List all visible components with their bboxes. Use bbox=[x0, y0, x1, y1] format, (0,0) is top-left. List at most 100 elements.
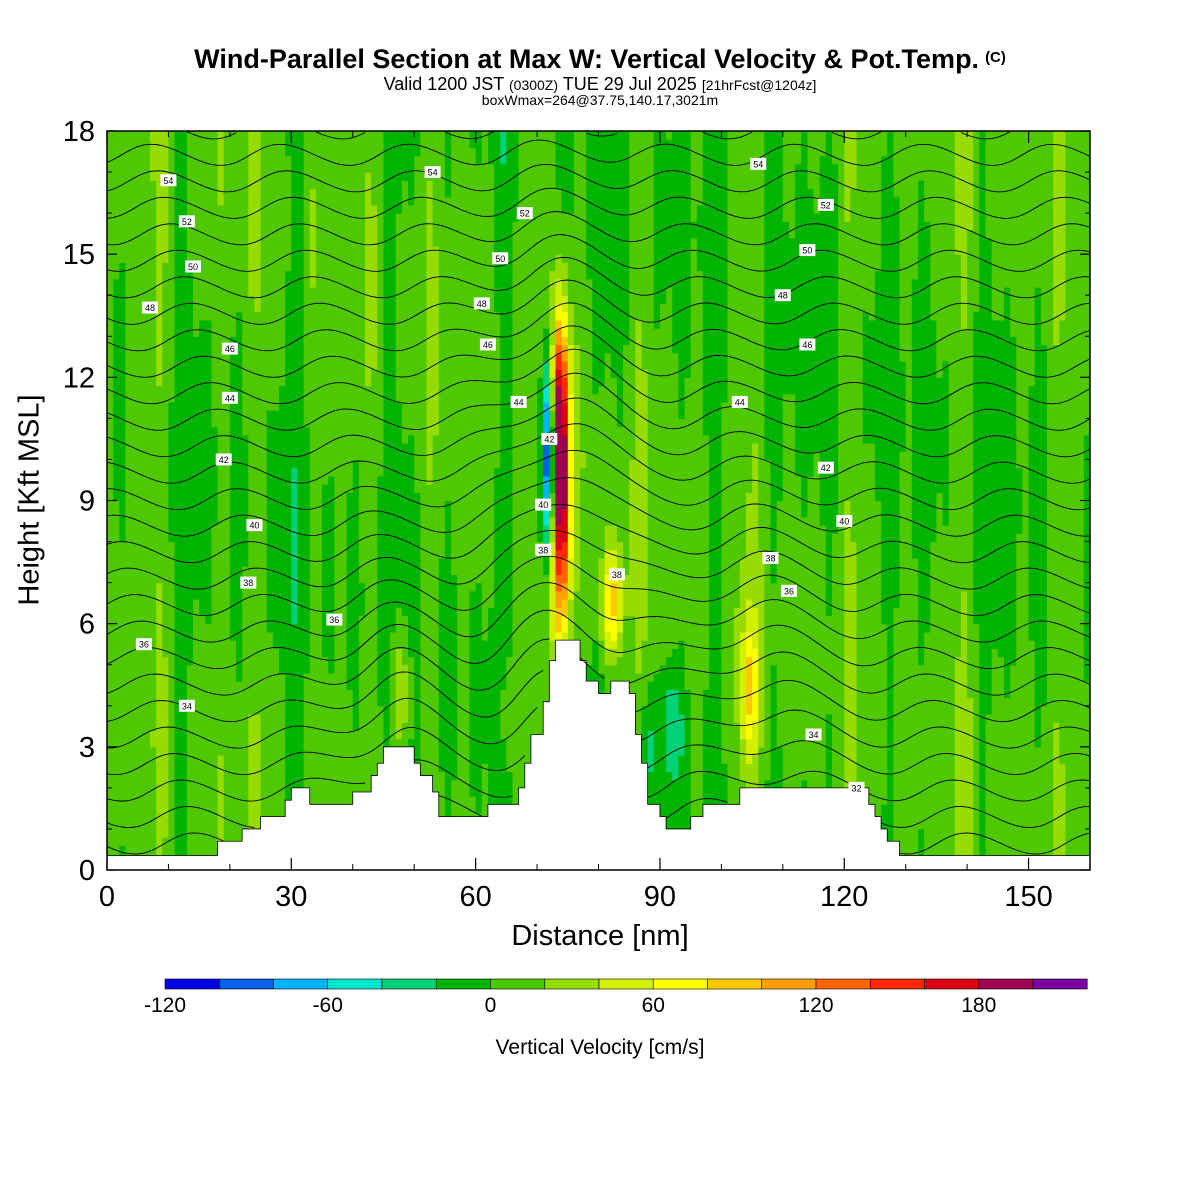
velocity-cell bbox=[616, 131, 624, 428]
velocity-cell bbox=[279, 131, 286, 387]
velocity-cell bbox=[610, 648, 618, 666]
velocity-cell bbox=[229, 640, 237, 870]
isentrope-label: 40 bbox=[836, 515, 853, 528]
isentrope-label-bg bbox=[805, 728, 822, 741]
isentrope-label-bg bbox=[185, 260, 202, 273]
velocity-cell bbox=[666, 771, 673, 870]
colorbar-swatch bbox=[978, 978, 1034, 990]
velocity-cell bbox=[813, 213, 821, 452]
isentrope-label: 50 bbox=[799, 244, 816, 257]
colorbar-swatch bbox=[218, 978, 274, 990]
isentrope-line bbox=[107, 759, 1090, 802]
isentrope-line bbox=[107, 211, 1090, 246]
isentrope-label-text: 42 bbox=[544, 434, 554, 444]
velocity-cell bbox=[555, 131, 563, 190]
velocity-cell bbox=[205, 623, 213, 870]
colorbar-swatch bbox=[1032, 978, 1088, 990]
velocity-cell bbox=[702, 434, 710, 690]
velocity-cell bbox=[451, 574, 458, 781]
velocity-cell bbox=[561, 434, 569, 510]
velocity-cell bbox=[567, 393, 575, 559]
colorbar-swatch bbox=[652, 978, 708, 990]
isentrope-label: 54 bbox=[424, 166, 441, 179]
velocity-cell bbox=[229, 131, 237, 337]
velocity-cell bbox=[156, 385, 163, 584]
velocity-cell bbox=[764, 131, 772, 461]
isentrope-label-text: 44 bbox=[735, 397, 745, 407]
isentrope-line bbox=[107, 529, 1090, 590]
velocity-cell bbox=[647, 730, 655, 773]
velocity-cell bbox=[119, 131, 127, 263]
velocity-cell bbox=[236, 681, 243, 870]
velocity-cell bbox=[561, 401, 569, 436]
velocity-cell bbox=[555, 278, 563, 305]
velocity-cell bbox=[881, 623, 888, 805]
velocity-cell bbox=[352, 459, 360, 732]
isentrope-label-bg bbox=[492, 252, 509, 265]
velocity-cell bbox=[420, 131, 428, 870]
velocity-cell bbox=[377, 131, 385, 477]
velocity-cell bbox=[174, 131, 182, 870]
velocity-cell bbox=[653, 672, 661, 870]
velocity-cell bbox=[850, 131, 858, 190]
velocity-cell bbox=[610, 549, 618, 567]
velocity-cell bbox=[954, 656, 962, 870]
isentrope-line bbox=[107, 638, 1090, 696]
velocity-cell bbox=[279, 672, 286, 870]
isentrope-line bbox=[107, 727, 1090, 776]
isentrope-label-text: 54 bbox=[163, 176, 173, 186]
velocity-cell bbox=[616, 541, 624, 575]
velocity-cell bbox=[395, 648, 403, 740]
velocity-cell bbox=[917, 664, 925, 830]
velocity-cell bbox=[604, 131, 612, 354]
velocity-cell bbox=[555, 344, 563, 354]
isentrope-line bbox=[107, 348, 1090, 405]
colorbar-swatch bbox=[707, 978, 763, 990]
velocity-cell bbox=[776, 131, 784, 502]
velocity-cell bbox=[641, 705, 649, 805]
isentrope-line bbox=[107, 279, 1090, 325]
velocity-cell bbox=[543, 131, 550, 329]
forecast-info: [21hrFcst@1204z] bbox=[701, 77, 817, 93]
velocity-cell bbox=[561, 336, 569, 346]
isentrope-label: 38 bbox=[535, 543, 552, 556]
velocity-cell bbox=[248, 713, 256, 870]
x-tick-label: 30 bbox=[275, 881, 307, 913]
terrain-profile bbox=[107, 639, 1090, 870]
colorbar-swatch bbox=[815, 978, 871, 990]
velocity-cell bbox=[1003, 287, 1011, 699]
isentrope-label: 40 bbox=[246, 519, 263, 532]
velocity-cell bbox=[930, 541, 938, 870]
velocity-cell bbox=[1065, 131, 1073, 870]
isentrope-label-bg bbox=[762, 551, 779, 564]
velocity-cell bbox=[113, 131, 120, 280]
velocity-cell bbox=[979, 131, 987, 870]
velocity-cell bbox=[543, 475, 550, 502]
velocity-cell bbox=[973, 311, 981, 625]
isentrope-label: 38 bbox=[240, 576, 257, 589]
velocity-cell bbox=[616, 574, 624, 633]
velocity-cell bbox=[291, 467, 299, 625]
velocity-cell bbox=[991, 319, 999, 649]
velocity-cell bbox=[1059, 319, 1067, 764]
velocity-cell bbox=[991, 131, 999, 321]
velocity-cell bbox=[598, 557, 606, 641]
isentrope-line bbox=[107, 187, 1090, 219]
velocity-cell bbox=[721, 401, 729, 764]
velocity-cell bbox=[395, 131, 403, 214]
velocity-cell bbox=[500, 689, 507, 740]
valid-date: TUE 29 Jul 2025 bbox=[562, 74, 697, 94]
colorbar-swatch bbox=[164, 978, 220, 990]
isentrope-label-text: 38 bbox=[243, 578, 253, 588]
velocity-cell bbox=[1028, 640, 1036, 870]
velocity-cell bbox=[125, 131, 133, 870]
velocity-cell bbox=[512, 221, 520, 805]
velocity-cell bbox=[592, 131, 600, 395]
velocity-cell bbox=[211, 426, 219, 526]
isentrope-lines bbox=[107, 131, 1090, 855]
y-tick-label: 12 bbox=[63, 362, 95, 394]
velocity-cell bbox=[745, 631, 753, 658]
x-tick-label: 120 bbox=[820, 881, 868, 913]
velocity-cell bbox=[733, 722, 741, 870]
velocity-cell bbox=[143, 131, 151, 870]
